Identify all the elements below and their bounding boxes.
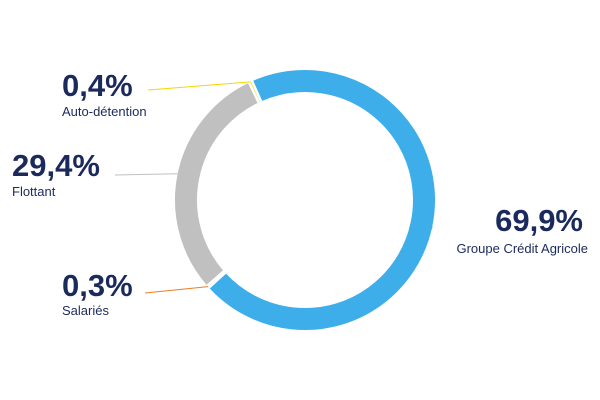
leader-line-auto-detention [147, 81, 251, 91]
slice-separator [207, 271, 227, 290]
slice-label-groupe-credit-agricole: Groupe Crédit Agricole [456, 241, 588, 256]
slice-separator [250, 79, 263, 103]
slice-flottant [175, 82, 259, 286]
leader-line-salaries [144, 286, 209, 294]
value-label-auto-detention: 0,4% [62, 68, 133, 103]
slice-separator [247, 81, 261, 104]
value-label-groupe-credit-agricole: 69,9% [495, 203, 583, 238]
value-label-salaries: 0,3% [62, 268, 133, 303]
slice-separator [205, 269, 226, 288]
leader-lines [114, 81, 433, 294]
leader-line-flottant [114, 173, 178, 176]
slice-label-auto-detention: Auto-détention [62, 104, 147, 119]
slices [175, 70, 435, 330]
value-label-flottant: 29,4% [12, 148, 100, 183]
slice-label-salaries: Salariés [62, 303, 109, 318]
leader-line-groupe-credit-agricole [429, 226, 433, 233]
slice-groupe-credit-agricole [208, 70, 435, 330]
slice-label-flottant: Flottant [12, 184, 56, 199]
